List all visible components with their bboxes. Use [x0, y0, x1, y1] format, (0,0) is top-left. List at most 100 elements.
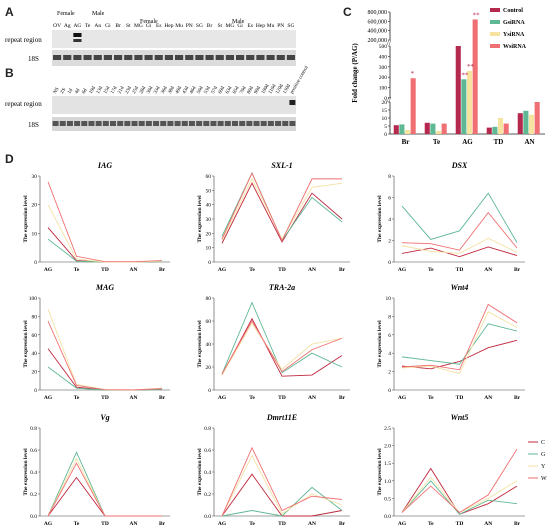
- y-tick-label: 0: [384, 96, 387, 102]
- gel-band: [266, 55, 275, 60]
- gel-band: [73, 55, 82, 60]
- series-line: [401, 323, 518, 365]
- gel-band: [175, 55, 184, 60]
- sex-label: Male: [232, 19, 245, 25]
- gel-band: [210, 121, 217, 126]
- gel-band: [114, 55, 123, 60]
- series-line: [221, 473, 343, 517]
- legend-label: Y: [541, 464, 546, 470]
- sex-label: Female: [140, 19, 158, 25]
- x-tick-label: Te: [74, 395, 80, 401]
- series-line: [221, 317, 343, 377]
- x-tick-label: AN: [308, 267, 316, 273]
- lane-label-b: 63d: [225, 86, 233, 95]
- lane-label-a: Ag: [64, 23, 71, 29]
- chart-title: SXL-1: [271, 161, 292, 170]
- x-tick-label: Br: [159, 267, 166, 273]
- y-tick-label: 0.5: [384, 496, 391, 502]
- x-tick-label: AG: [44, 521, 53, 527]
- axis-break: //: [387, 39, 391, 47]
- y-tick-label: 800,000: [368, 10, 388, 16]
- lane-label-b: 28d: [139, 86, 147, 95]
- gel-band: [93, 55, 102, 60]
- gel-band: [195, 55, 204, 60]
- x-tick-label: TD: [278, 267, 286, 273]
- series-line: [401, 211, 518, 251]
- lane-label-b: 13d: [96, 86, 104, 95]
- lane-label-a: PN: [277, 23, 284, 29]
- x-tick-label: AG: [398, 395, 407, 401]
- y-tick-label: 60: [206, 319, 212, 325]
- legend-label: YsiRNA: [503, 32, 525, 38]
- gel-band: [154, 55, 163, 60]
- gel-band: [205, 55, 214, 60]
- x-tick-label: TD: [494, 138, 504, 146]
- x-tick-label: Te: [249, 521, 255, 527]
- lane-label-b: 130d: [283, 83, 293, 95]
- gel-band: [73, 33, 82, 37]
- y-tick-label: 0: [388, 388, 391, 394]
- y-tick-label: 400,000: [368, 29, 388, 35]
- x-tick-label: TD: [101, 267, 109, 273]
- legend-label: Control: [503, 8, 523, 14]
- series-line: [401, 467, 518, 515]
- lane-label-a: Gi: [105, 23, 111, 29]
- y-tick-label: 0: [34, 260, 37, 266]
- gel-band: [95, 121, 102, 126]
- gel-band: [246, 121, 253, 126]
- row-label-repeat-b: repeat region: [5, 100, 42, 108]
- gel-band: [160, 121, 167, 126]
- lane-label-b: 30d: [146, 86, 154, 95]
- y-tick-label: 10: [386, 296, 392, 302]
- series-line: [401, 192, 518, 243]
- significance-mark: **: [473, 11, 481, 19]
- y-tick-label: 15: [382, 108, 388, 114]
- bar: [435, 130, 442, 134]
- y-tick-label: 30: [32, 174, 38, 180]
- gel-band: [181, 121, 188, 126]
- lane-label-b: 15d: [103, 86, 111, 95]
- gel-band: [188, 121, 195, 126]
- series-line: [221, 320, 343, 375]
- gel-band: [217, 121, 224, 126]
- gel-band: [53, 55, 62, 60]
- y-tick-label: 80: [32, 314, 38, 320]
- lane-label-b: 57d: [211, 86, 219, 95]
- significance-mark: *: [411, 70, 415, 78]
- lane-label-b: 6d: [82, 88, 89, 95]
- lane-label-a: MG: [225, 23, 234, 29]
- sex-label: Male: [92, 11, 105, 17]
- gel-band: [88, 121, 95, 126]
- series-line: [47, 348, 163, 391]
- series-line: [401, 480, 518, 515]
- chart-title: Wnt4: [451, 283, 469, 292]
- x-tick-label: Te: [428, 521, 434, 527]
- y-tick-label: 40: [32, 351, 38, 357]
- bar: [430, 123, 436, 134]
- y-tick-label: 0: [34, 388, 37, 394]
- lane-label-b: 43d: [182, 86, 190, 95]
- gel-band: [239, 121, 246, 126]
- bar: [492, 126, 498, 134]
- lane-label-b: 38d: [168, 86, 176, 95]
- lane-label-a: PN: [186, 23, 193, 29]
- y-tick-label: 5: [384, 124, 387, 130]
- bar: [410, 78, 416, 134]
- series-line: [401, 311, 518, 374]
- panel-letter-a: A: [5, 5, 14, 19]
- y-tick-label: 500: [379, 44, 388, 50]
- x-tick-label: AN: [130, 395, 138, 401]
- lane-label-b: 70d: [240, 86, 248, 95]
- bar: [472, 19, 478, 134]
- d-ylabel: The expression level: [377, 320, 383, 368]
- y-tick-label: 0.4: [30, 470, 37, 476]
- x-tick-label: TD: [101, 521, 109, 527]
- gel-band: [236, 55, 245, 60]
- series-line: [401, 448, 518, 514]
- y-tick-label: 30: [206, 217, 212, 223]
- lane-label-a: St: [217, 23, 222, 29]
- x-tick-label: AN: [130, 521, 138, 527]
- y-tick-label: 400: [379, 54, 388, 60]
- y-tick-label: 0.8: [30, 426, 37, 432]
- lane-label-a: MG: [134, 23, 143, 29]
